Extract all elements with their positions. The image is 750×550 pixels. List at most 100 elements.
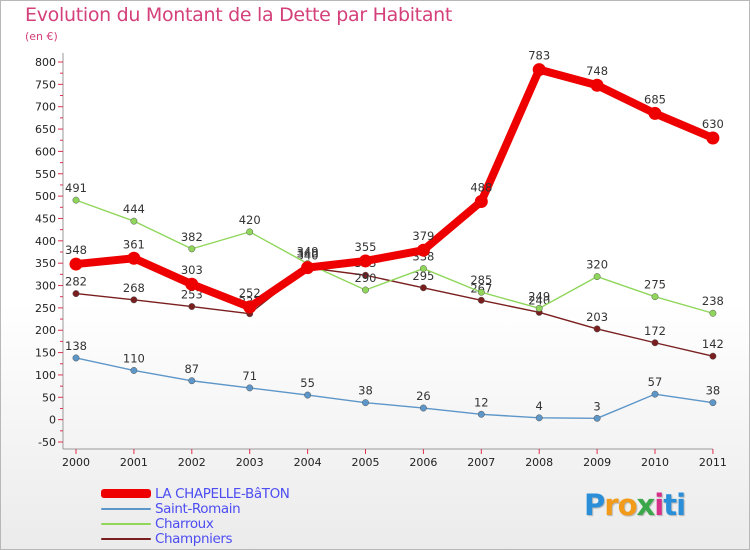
data-label-charroux: 420	[239, 213, 261, 227]
data-point-saint-romain	[72, 354, 80, 362]
data-label-la-chapelle-baton: 355	[355, 240, 377, 254]
data-label-saint-romain: 26	[416, 389, 431, 403]
x-tick-label: 2008	[525, 456, 553, 469]
y-tick-label: 800	[35, 56, 56, 69]
data-point-la-chapelle-baton	[69, 257, 83, 271]
data-label-champniers: 240	[528, 293, 550, 307]
x-tick-label: 2003	[236, 456, 264, 469]
x-tick-label: 2007	[467, 456, 495, 469]
data-point-champniers	[419, 284, 427, 292]
x-tick-label: 2009	[583, 456, 611, 469]
data-label-saint-romain: 4	[536, 399, 543, 413]
y-tick-label: 500	[35, 190, 56, 203]
data-label-la-chapelle-baton: 252	[239, 286, 261, 300]
data-label-la-chapelle-baton: 361	[123, 237, 145, 251]
data-point-charroux	[130, 217, 138, 225]
legend-item-champniers: Champniers	[101, 531, 290, 547]
data-label-champniers: 203	[586, 310, 608, 324]
x-tick-label: 2006	[409, 456, 437, 469]
data-point-charroux	[362, 286, 369, 294]
legend-item-saint-romain: Saint-Romain	[101, 501, 290, 517]
y-tick-label: 100	[35, 369, 56, 382]
data-label-charroux: 238	[702, 294, 724, 308]
data-label-champniers: 282	[65, 275, 87, 289]
data-point-charroux	[651, 293, 659, 301]
logo-letter: i	[676, 488, 686, 522]
data-point-la-chapelle-baton	[359, 254, 372, 268]
data-label-saint-romain: 38	[706, 384, 721, 398]
x-tick-label: 2005	[352, 456, 380, 469]
data-label-la-chapelle-baton: 303	[181, 263, 203, 277]
legend-label-la-chapelle-baton: LA CHAPELLE-BâTON	[155, 485, 290, 502]
data-point-saint-romain	[477, 410, 485, 418]
x-tick-label: 2004	[294, 456, 322, 469]
logo-letter: i	[654, 488, 664, 522]
data-point-champniers	[593, 325, 601, 333]
y-tick-label: 150	[35, 347, 56, 360]
y-tick-label: 50	[42, 391, 56, 404]
data-label-la-chapelle-baton: 488	[470, 180, 492, 194]
data-label-la-chapelle-baton: 748	[586, 64, 608, 78]
data-label-saint-romain: 12	[474, 395, 489, 409]
logo-letter: P	[584, 488, 605, 522]
data-point-champniers	[651, 339, 659, 347]
y-tick-label: 350	[35, 257, 56, 270]
data-label-la-chapelle-baton: 348	[65, 243, 87, 257]
data-point-saint-romain	[362, 399, 369, 407]
proxiti-logo: Proxiti	[584, 488, 686, 522]
data-point-saint-romain	[651, 390, 659, 398]
legend-item-la-chapelle-baton: LA CHAPELLE-BâTON	[101, 485, 290, 502]
data-label-champniers: 172	[644, 324, 666, 338]
y-tick-label: 600	[35, 145, 56, 158]
data-point-charroux	[419, 265, 427, 272]
data-point-champniers	[709, 352, 717, 360]
series-line-charroux	[75, 199, 714, 314]
data-point-charroux	[477, 288, 485, 296]
data-point-charroux	[72, 196, 80, 204]
data-label-charroux: 382	[181, 230, 203, 244]
legend-swatch-saint-romain	[101, 507, 151, 510]
data-label-champniers: 267	[470, 281, 492, 295]
data-point-champniers	[130, 296, 138, 304]
data-label-champniers: 295	[412, 269, 434, 283]
data-point-saint-romain	[593, 414, 601, 422]
data-point-champniers	[72, 290, 80, 298]
data-point-la-chapelle-baton	[590, 78, 604, 92]
data-point-la-chapelle-baton	[532, 63, 546, 77]
data-label-charroux: 320	[586, 258, 608, 272]
data-label-charroux: 444	[123, 202, 145, 216]
chart-title: Evolution du Montant de la Dette par Hab…	[25, 4, 453, 26]
data-label-champniers: 142	[702, 337, 724, 351]
data-label-charroux: 249	[528, 289, 550, 303]
logo-letter: r	[604, 488, 618, 522]
data-label-saint-romain: 3	[593, 399, 600, 413]
logo-letter: t	[663, 488, 677, 522]
x-tick-label: 2000	[62, 456, 90, 469]
data-label-saint-romain: 57	[648, 375, 663, 389]
legend: LA CHAPELLE-BâTON Saint-Romain Charroux …	[101, 485, 290, 547]
y-tick-label: 300	[35, 280, 56, 293]
y-tick-label: 200	[35, 324, 56, 337]
data-point-charroux	[535, 304, 543, 312]
x-tick-label: 2002	[178, 456, 206, 469]
data-point-saint-romain	[709, 399, 717, 407]
logo-letter: x	[636, 488, 656, 522]
data-label-charroux: 275	[644, 278, 666, 292]
data-point-la-chapelle-baton	[416, 243, 430, 257]
series-line-la-chapelle-baton	[72, 65, 717, 311]
x-tick-label: 2010	[641, 456, 669, 469]
data-label-la-chapelle-baton: 783	[528, 49, 550, 63]
legend-swatch-champniers	[101, 537, 151, 540]
data-label-champniers: 253	[181, 288, 203, 302]
data-point-la-chapelle-baton	[706, 131, 720, 145]
series-line-champniers	[75, 266, 714, 357]
y-tick-label: 650	[35, 123, 56, 136]
legend-item-charroux: Charroux	[101, 516, 290, 532]
data-point-la-chapelle-baton	[648, 106, 662, 120]
data-point-charroux	[709, 309, 717, 317]
data-label-charroux: 349	[297, 245, 319, 259]
y-tick-label: 750	[35, 78, 56, 91]
x-tick-label: 2001	[120, 456, 148, 469]
